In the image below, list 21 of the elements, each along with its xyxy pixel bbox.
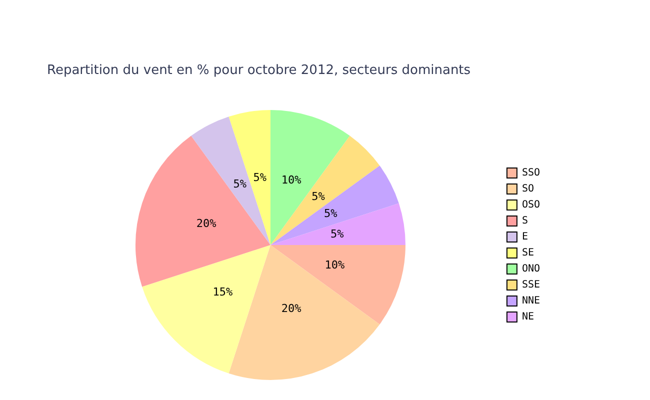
legend-label: SE [522,248,534,259]
legend-label: SSO [522,168,540,179]
legend-label: NE [522,312,534,323]
legend-label: NNE [522,296,540,307]
legend-label: OSO [522,200,540,211]
data-label: 20% [196,217,217,230]
data-label: 5% [330,227,344,240]
data-label: 20% [281,302,302,316]
legend-label: S [522,216,528,227]
data-label: 5% [253,171,267,184]
data-label: 10% [281,174,302,187]
chart-title: Repartition du vent en % pour octobre 2012, secteurs dominants [47,63,471,78]
data-label: 5% [233,178,247,191]
legend-label: E [522,232,528,243]
data-label: 5% [312,190,326,204]
data-label: 5% [324,207,338,220]
data-label: 15% [212,286,234,299]
legend-label: ONO [522,264,540,275]
legend-label: SO [522,184,534,195]
legend-label: SSE [522,280,540,291]
data-label: 10% [324,258,345,272]
